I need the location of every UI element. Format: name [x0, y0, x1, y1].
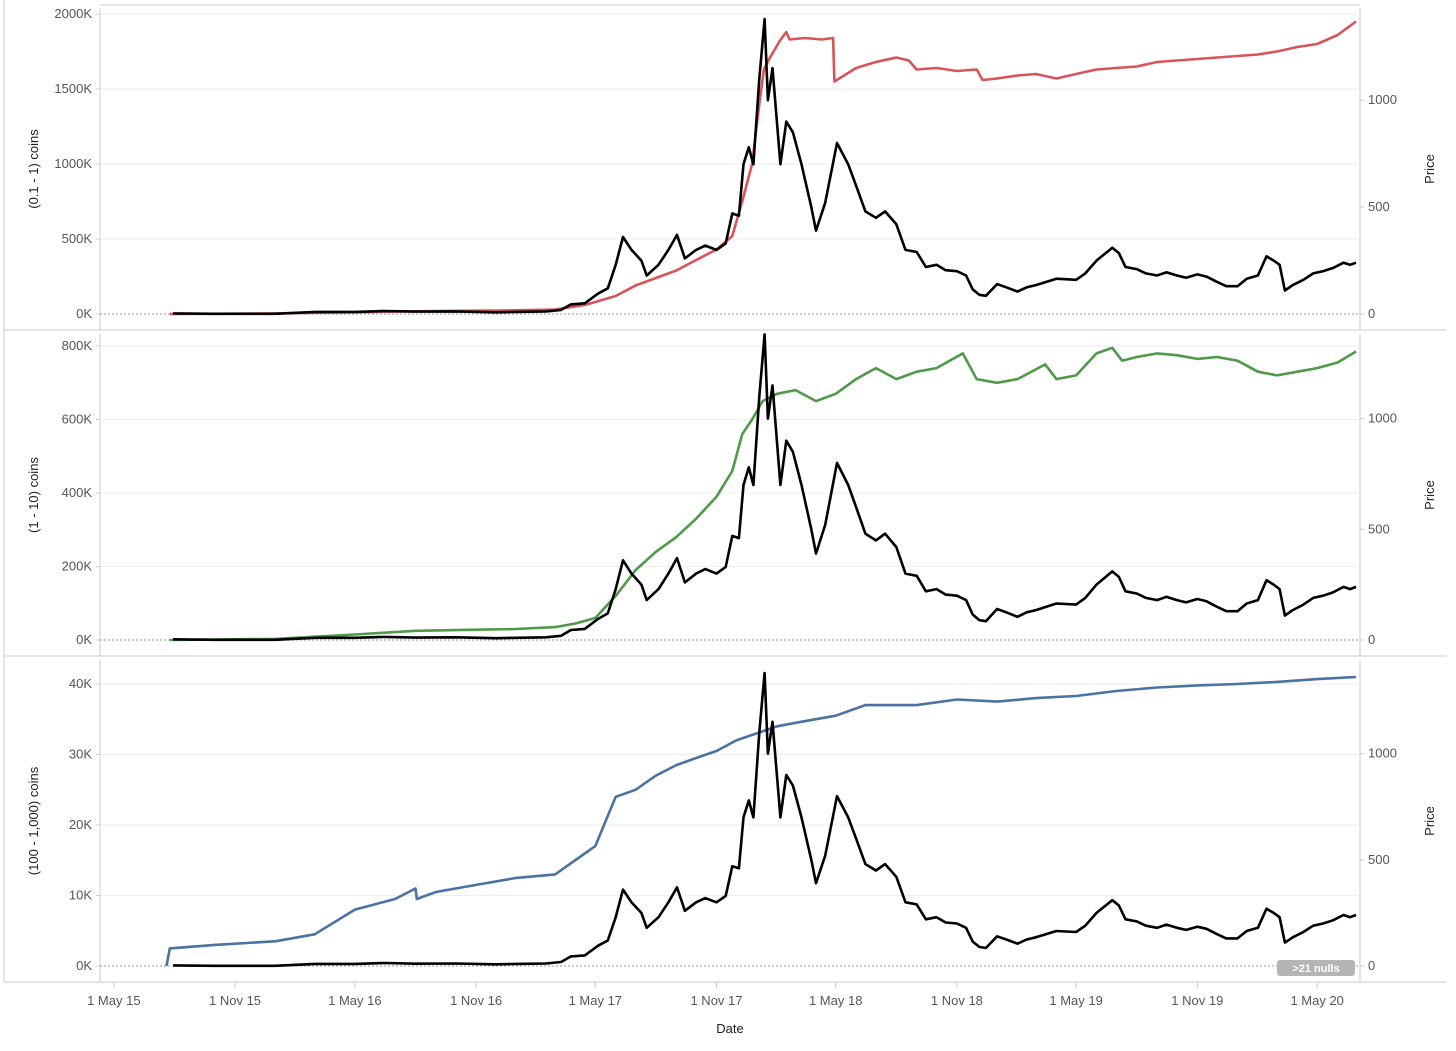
y-tick-label: 1500K: [54, 81, 92, 96]
panel-1: 0K 500K 1000K 1500K 2000K 0 500 1000 (0.1 - 1) c…: [4, 4, 1446, 331]
x-tick-label: 1 Nov 18: [931, 993, 983, 1008]
y-tick-label: 0K: [76, 306, 92, 321]
y2-axis-title: Price: [1422, 806, 1437, 836]
y2-tick-label: 1000: [1368, 746, 1397, 761]
y2-tick-label: 1000: [1368, 411, 1397, 426]
y-tick-label: 400K: [62, 485, 93, 500]
y-axis-title: (100 - 1,000) coins: [26, 766, 41, 875]
y-tick-label: 600K: [62, 412, 93, 427]
x-tick-label: 1 May 19: [1049, 993, 1102, 1008]
nulls-badge-label: >21 nulls: [1292, 963, 1339, 975]
series-line-coins: [169, 20, 1357, 316]
series-line-price: [173, 671, 1357, 968]
x-tick-label: 1 May 15: [87, 993, 140, 1008]
y2-tick-label: 500: [1368, 852, 1390, 867]
y-tick-label: 20K: [69, 817, 92, 832]
y2-tick-label: 0: [1368, 306, 1375, 321]
series-line-price: [173, 17, 1357, 316]
nulls-badge-bg: [1277, 960, 1355, 976]
series-line-coins: [169, 346, 1357, 642]
panel-2: 0K 200K 400K 600K 800K 0 500 1000 (1 - 10) coins…: [4, 333, 1446, 657]
y2-tick-label: 0: [1368, 632, 1375, 647]
y2-axis-title: Price: [1422, 480, 1437, 510]
x-tick-label: 1 Nov 16: [450, 993, 502, 1008]
x-tick-label: 1 May 16: [328, 993, 381, 1008]
x-tick-label: 1 Nov 19: [1171, 993, 1223, 1008]
x-tick-label: 1 May 17: [569, 993, 622, 1008]
series-line-coins: [165, 675, 1357, 967]
y-tick-label: 1000K: [54, 156, 92, 171]
y2-axis-title: Price: [1422, 154, 1437, 184]
x-axis: 1 May 15 1 Nov 15 1 May 16 1 Nov 16 1 May 17…: [87, 982, 1344, 1036]
y-axis-title: (0.1 - 1) coins: [26, 129, 41, 209]
y-tick-label: 500K: [62, 231, 93, 246]
x-tick-label: 1 May 18: [809, 993, 862, 1008]
series-line-price: [173, 333, 1357, 642]
y2-tick-label: 0: [1368, 958, 1375, 973]
x-axis-title: Date: [716, 1021, 743, 1036]
y-tick-label: 40K: [69, 676, 92, 691]
nulls-badge: >21 nulls: [1277, 960, 1355, 976]
panel-3: 0K 10K 20K 30K 40K 0 500 1000 (100 - 1,000) coin…: [4, 660, 1446, 983]
y2-tick-label: 500: [1368, 521, 1390, 536]
y2-tick-label: 500: [1368, 199, 1390, 214]
y-tick-label: 30K: [69, 747, 92, 762]
y2-tick-label: 1000: [1368, 92, 1397, 107]
y-tick-label: 2000K: [54, 6, 92, 21]
y-tick-label: 10K: [69, 888, 92, 903]
x-tick-label: 1 Nov 15: [209, 993, 261, 1008]
y-tick-label: 0K: [76, 958, 92, 973]
y-tick-label: 800K: [62, 338, 93, 353]
x-tick-label: 1 Nov 17: [690, 993, 742, 1008]
x-tick-label: 1 May 20: [1290, 993, 1343, 1008]
y-tick-label: 0K: [76, 632, 92, 647]
y-axis-title: (1 - 10) coins: [26, 457, 41, 533]
y-tick-label: 200K: [62, 559, 93, 574]
